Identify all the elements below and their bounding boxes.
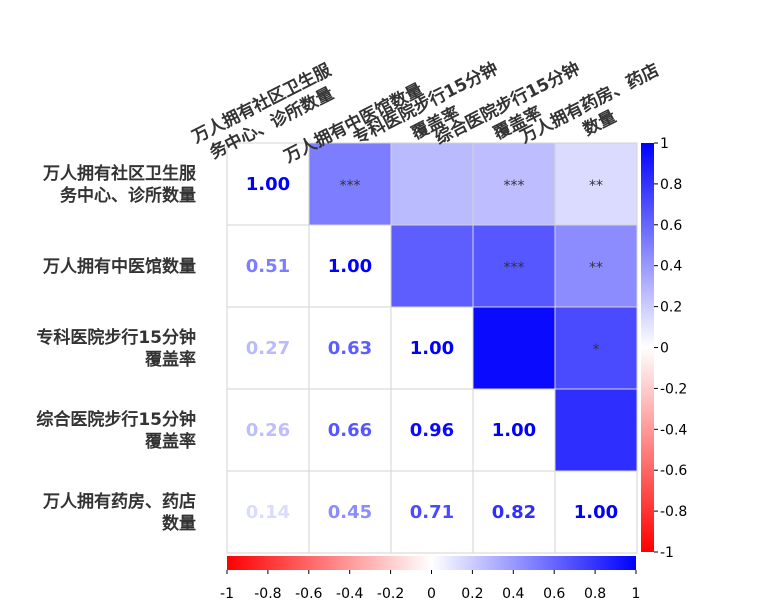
horizontal-colorbar-tick-label: -0.2 bbox=[377, 586, 404, 602]
heatmap-cell bbox=[390, 142, 474, 226]
row-label: 专科医院步行15分钟 bbox=[36, 327, 196, 348]
vertical-colorbar-tick-label: 0.6 bbox=[660, 218, 682, 234]
heatmap-cell bbox=[226, 470, 310, 554]
heatmap-cell bbox=[226, 142, 310, 226]
correlation-value-label: 0.51 bbox=[246, 256, 290, 277]
horizontal-colorbar-tick-label: 0.4 bbox=[502, 586, 524, 602]
correlation-value-label: 0.82 bbox=[492, 502, 536, 523]
row-labels: 万人拥有社区卫生服务中心、诊所数量万人拥有中医馆数量专科医院步行15分钟覆盖率综… bbox=[36, 163, 197, 534]
heatmap-cell bbox=[226, 388, 310, 472]
vertical-colorbar-tick-label: 0.2 bbox=[660, 300, 682, 316]
heatmap-cell bbox=[554, 224, 638, 308]
heatmap-cell bbox=[308, 388, 392, 472]
correlation-value-label: 1.00 bbox=[328, 256, 372, 277]
vertical-colorbar-tick-label: -0.6 bbox=[660, 463, 687, 479]
heatmap-cell bbox=[390, 470, 474, 554]
row-label: 综合医院步行15分钟 bbox=[36, 409, 196, 430]
correlation-value-label: 1.00 bbox=[492, 420, 536, 441]
heatmap-cell bbox=[554, 388, 638, 472]
correlation-value-label: 0.14 bbox=[246, 502, 290, 523]
row-label: 覆盖率 bbox=[145, 349, 196, 370]
vertical-colorbar-tick-label: 1 bbox=[660, 136, 669, 152]
horizontal-colorbar-gradient bbox=[227, 556, 636, 570]
horizontal-colorbar-tick-label: 0.6 bbox=[543, 586, 565, 602]
heatmap-cell bbox=[554, 306, 638, 390]
row-label: 万人拥有中医馆数量 bbox=[42, 256, 196, 277]
heatmap-cell bbox=[554, 470, 638, 554]
correlation-value-label: 1.00 bbox=[410, 338, 454, 359]
vertical-colorbar-tick-label: -0.4 bbox=[660, 422, 687, 438]
vertical-colorbar: -1 -0.8 -0.6 -0.4 -0.2 0 0.2 0.4 0.6 0.8 1 bbox=[641, 136, 687, 561]
vertical-colorbar-gradient bbox=[641, 143, 654, 552]
row-label: 数量 bbox=[162, 513, 196, 534]
row-label: 万人拥有社区卫生服 bbox=[42, 163, 197, 184]
significance-label: *** bbox=[504, 260, 525, 276]
horizontal-colorbar-tick-label: -0.6 bbox=[295, 586, 322, 602]
heatmap-cell bbox=[554, 142, 638, 226]
vertical-colorbar-tick-label: 0.4 bbox=[660, 259, 682, 275]
heatmap-cells bbox=[226, 142, 638, 554]
heatmap-cell bbox=[308, 470, 392, 554]
vertical-colorbar-tick-label: 0.8 bbox=[660, 177, 682, 193]
horizontal-colorbar-tick-label: -0.4 bbox=[336, 586, 363, 602]
vertical-colorbar-tick-label: 0 bbox=[660, 341, 669, 357]
horizontal-colorbar-tick-label: 0 bbox=[427, 586, 436, 602]
vertical-colorbar-tick-label: -0.2 bbox=[660, 381, 687, 397]
correlation-value-label: 0.45 bbox=[328, 502, 372, 523]
horizontal-colorbar-tick-label: 1 bbox=[632, 586, 641, 602]
horizontal-colorbar-tick-label: 0.2 bbox=[461, 586, 483, 602]
correlation-value-label: 1.00 bbox=[574, 502, 618, 523]
heatmap-cell bbox=[390, 388, 474, 472]
row-label: 万人拥有药房、药店 bbox=[42, 491, 196, 512]
significance-label: ** bbox=[589, 260, 603, 276]
correlation-value-label: 1.00 bbox=[246, 174, 290, 195]
heatmap-cell bbox=[308, 306, 392, 390]
significance-label: ** bbox=[589, 178, 603, 194]
correlation-value-label: 0.66 bbox=[328, 420, 372, 441]
correlation-value-label: 0.96 bbox=[410, 420, 454, 441]
horizontal-colorbar-tick-label: -1 bbox=[220, 586, 234, 602]
heatmap-cell-labels: 1.00 *** *** **0.51 1.00 *** **0.27 0.63 1.00 *0.… bbox=[246, 174, 618, 523]
heatmap-cell bbox=[390, 224, 474, 308]
heatmap-cell bbox=[472, 306, 556, 390]
heatmap-cell bbox=[226, 224, 310, 308]
heatmap-cell bbox=[472, 388, 556, 472]
significance-label: *** bbox=[504, 178, 525, 194]
heatmap-cell bbox=[308, 142, 392, 226]
correlation-value-label: 0.27 bbox=[246, 338, 290, 359]
heatmap-cell bbox=[472, 142, 556, 226]
significance-label: *** bbox=[340, 178, 361, 194]
horizontal-colorbar: -1 -0.8 -0.6 -0.4 -0.2 0 0.2 0.4 0.6 0.8 1 bbox=[220, 556, 640, 602]
horizontal-colorbar-tick-label: 0.8 bbox=[584, 586, 606, 602]
row-label: 务中心、诊所数量 bbox=[60, 185, 196, 206]
horizontal-colorbar-tick-label: -0.8 bbox=[254, 586, 281, 602]
significance-label: * bbox=[593, 342, 600, 358]
row-label: 覆盖率 bbox=[145, 431, 196, 452]
correlation-value-label: 0.26 bbox=[246, 420, 290, 441]
vertical-colorbar-tick-label: -0.8 bbox=[660, 504, 687, 520]
vertical-colorbar-tick-label: -1 bbox=[660, 545, 674, 561]
heatmap-cell bbox=[390, 306, 474, 390]
correlation-value-label: 0.71 bbox=[410, 502, 454, 523]
correlation-value-label: 0.63 bbox=[328, 338, 372, 359]
